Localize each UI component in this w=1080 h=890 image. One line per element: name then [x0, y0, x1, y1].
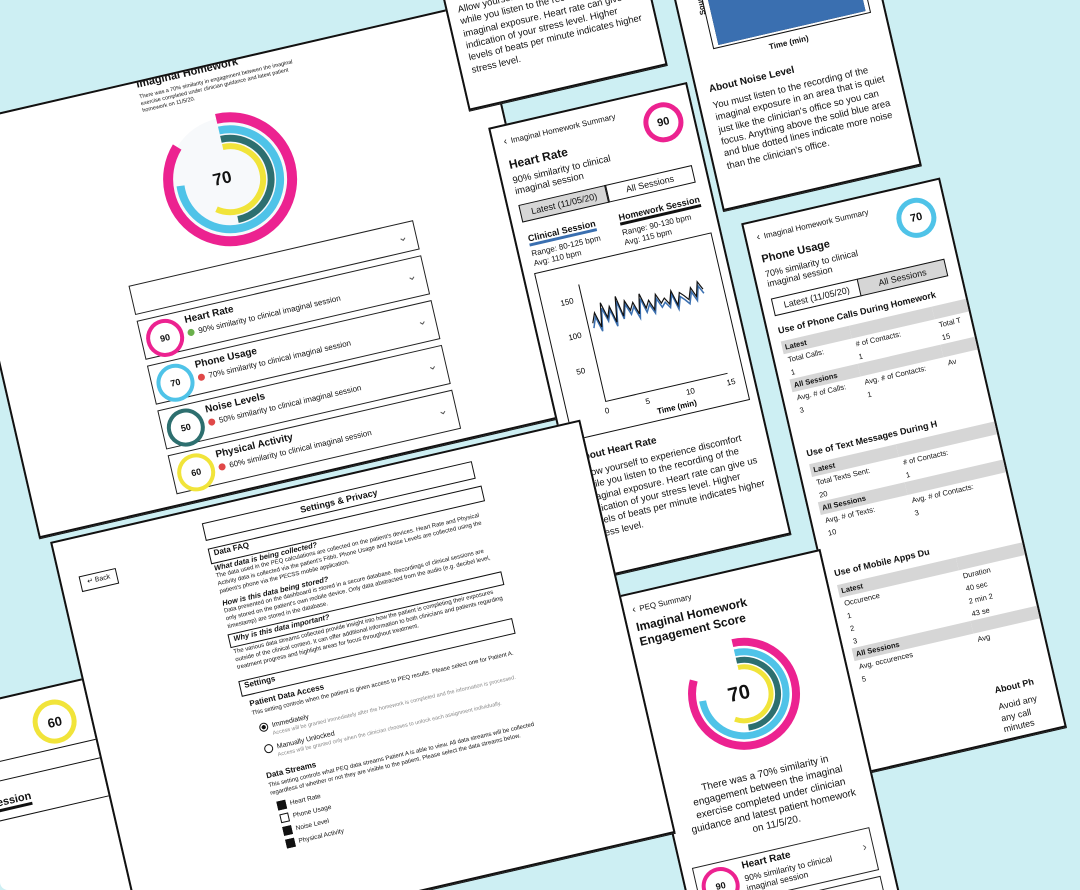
- checkbox-checked-icon: [276, 799, 288, 811]
- about-text: Allow yourself to experience discomfort …: [456, 0, 644, 76]
- heart-rate-chart: 150 100 50 0 5 10 15 Time (min): [560, 280, 737, 416]
- status-dot-red: [197, 373, 206, 382]
- x-tick-label: 0: [604, 406, 611, 416]
- chevron-down-icon: ⌄: [396, 228, 409, 245]
- summary-score: 70: [210, 167, 234, 190]
- phone-usage-ring: 70: [152, 359, 199, 406]
- peq-score: 70: [725, 680, 753, 708]
- x-tick-label: 15: [726, 377, 737, 388]
- texts-table: Latest Total Texts Sent: # of Contacts: 2…: [809, 421, 1012, 541]
- heart-rate-detail-card: ‹ Imaginal Homework Summary 90 Heart Rate…: [488, 81, 792, 580]
- heart-rate-chart-frame: 150 100 50 0 5 10 15 Time (min): [534, 232, 751, 441]
- summary-card: Imaginal Homework There was a 70% simila…: [0, 1, 574, 539]
- phone-about-snippet: Avoid any any call minutes expo: [997, 693, 1038, 746]
- heart-rate-score-ring: 90: [639, 98, 688, 147]
- summary-score-ring: [163, 112, 298, 247]
- status-dot-red: [218, 463, 227, 472]
- status-dot-red: [207, 418, 217, 427]
- x-tick-label: 10: [685, 386, 696, 397]
- y-tick-label: 50: [575, 366, 586, 377]
- chevron-left-icon: ‹: [631, 604, 637, 616]
- peq-heart-rate-ring: 90: [697, 863, 744, 890]
- heart-rate-ring: 90: [142, 315, 188, 361]
- noise-y-label: Sound Level (dB): [685, 0, 708, 16]
- activity-score: 60: [45, 712, 64, 731]
- nav-back[interactable]: ‹ Imaginal Homework Summary: [502, 112, 617, 148]
- activity-score-ring: 60: [28, 695, 82, 748]
- chevron-down-icon: ⌄: [425, 357, 439, 374]
- chevron-down-icon: ⌄: [436, 402, 449, 419]
- noise-chart-frame: Sound Level (dB): [683, 0, 872, 50]
- peq-row1-status: 90% similarity to clinical imaginal sess…: [743, 853, 834, 890]
- checkbox-checked-icon: [285, 837, 296, 849]
- chevron-down-icon: ⌄: [415, 312, 429, 329]
- peq-score-ring: [688, 637, 801, 750]
- checkbox-checked-icon: [279, 812, 291, 824]
- peq-summary-card: ‹ PEQ Summary Imaginal Homework Engagemen…: [616, 548, 916, 890]
- y-tick-label: 100: [568, 331, 584, 343]
- radio-checked-icon: [258, 721, 270, 733]
- y-tick-label: 150: [560, 296, 576, 308]
- back-button[interactable]: ↵ Back: [78, 567, 120, 593]
- phone-about-title: About Ph: [993, 676, 1035, 696]
- physical-activity-ring: 60: [173, 449, 219, 496]
- chevron-right-icon: ›: [860, 839, 869, 854]
- noise-x-label: Time (min): [768, 33, 810, 52]
- checkbox-checked-icon: [282, 825, 293, 836]
- radio-unchecked-icon: [263, 743, 275, 755]
- chart-axes: [578, 284, 728, 403]
- noise-levels-ring: 50: [163, 404, 209, 451]
- chevron-left-icon: ‹: [502, 136, 509, 148]
- chevron-left-icon: ‹: [755, 231, 762, 244]
- chevron-down-icon: ⌄: [404, 267, 418, 284]
- clinical-series-line: [593, 283, 705, 332]
- phone-usage-score-ring: 70: [892, 193, 941, 242]
- noise-level-card: Sound Level (dB) Time (min) About Noise …: [654, 0, 922, 212]
- x-tick-label: 5: [645, 396, 652, 406]
- homework-series-line: [592, 280, 704, 328]
- x-axis-label: Time (min): [656, 398, 698, 416]
- calls-table: Latest Total Calls: # of Contacts: Total T…: [780, 298, 984, 418]
- streams-desc: This setting controls what PEQ data stre…: [267, 721, 535, 797]
- nav-back[interactable]: ‹ Imaginal Homework Summary: [755, 207, 870, 244]
- status-dot-green: [186, 328, 196, 338]
- noise-chart: [703, 0, 866, 45]
